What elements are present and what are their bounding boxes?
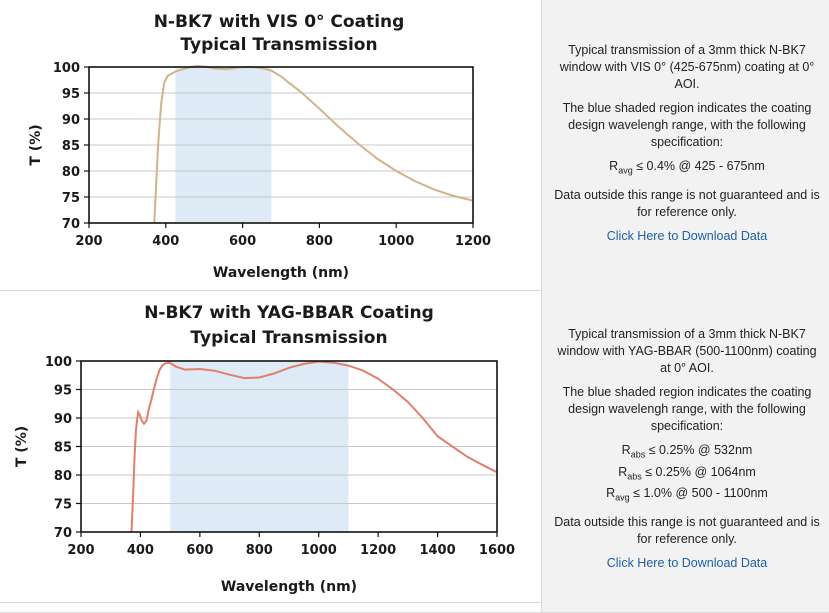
shade-note: The blue shaded region indicates the coa… bbox=[562, 385, 812, 433]
x-tick-label: 400 bbox=[152, 234, 179, 249]
download-data-link[interactable]: Click Here to Download Data bbox=[606, 228, 768, 243]
y-tick-label: 90 bbox=[54, 412, 72, 427]
x-axis-label: Wavelength (nm) bbox=[213, 265, 349, 281]
product-row-yag-bbar: N-BK7 with YAG-BBAR Coating Typical Trans… bbox=[0, 290, 829, 603]
description-text: Typical transmission of a 3mm thick N-BK… bbox=[552, 42, 822, 252]
x-tick-label: 1600 bbox=[479, 543, 515, 558]
product-row-vis0: N-BK7 with VIS 0° Coating Typical Transmi… bbox=[0, 0, 829, 291]
chart-title: N-BK7 with VIS 0° Coating bbox=[154, 12, 405, 32]
transmission-line bbox=[130, 360, 497, 532]
chart-title: N-BK7 with YAG-BBAR Coating bbox=[144, 303, 434, 323]
x-tick-label: 600 bbox=[229, 234, 256, 249]
description-cell: Typical transmission of a 3mm thick N-BK… bbox=[542, 0, 829, 290]
spec-line: Rabs ≤ 0.25% @ 1064nm bbox=[618, 464, 756, 482]
y-axis-label: T (%) bbox=[28, 124, 44, 165]
spec-list: Ravg ≤ 0.4% @ 425 - 675nm bbox=[552, 158, 822, 180]
y-tick-label: 80 bbox=[54, 469, 72, 484]
y-tick-label: 70 bbox=[54, 526, 72, 541]
spec-line: Rabs ≤ 0.25% @ 532nm bbox=[621, 443, 753, 460]
x-tick-label: 800 bbox=[306, 234, 333, 249]
x-tick-label: 200 bbox=[67, 543, 94, 558]
y-tick-label: 95 bbox=[54, 384, 72, 399]
disclaimer: Data outside this range is not guarantee… bbox=[554, 187, 820, 219]
x-tick-label: 200 bbox=[75, 234, 102, 249]
x-tick-label: 600 bbox=[186, 543, 213, 558]
x-tick-label: 800 bbox=[246, 543, 273, 558]
description-intro: Typical transmission of a 3mm thick N-BK… bbox=[557, 327, 817, 375]
x-tick-label: 400 bbox=[127, 543, 154, 558]
spec-line: Ravg ≤ 1.0% @ 500 - 1100nm bbox=[606, 486, 768, 503]
x-tick-label: 1200 bbox=[360, 543, 396, 558]
download-data-link[interactable]: Click Here to Download Data bbox=[606, 555, 768, 570]
description-cell: Typical transmission of a 3mm thick N-BK… bbox=[542, 290, 829, 602]
chart-subtitle: Typical Transmission bbox=[180, 35, 377, 55]
x-tick-label: 1400 bbox=[419, 543, 455, 558]
description-intro: Typical transmission of a 3mm thick N-BK… bbox=[559, 43, 815, 91]
chart-cell bbox=[0, 602, 542, 612]
y-tick-label: 80 bbox=[62, 165, 80, 180]
chart-subtitle: Typical Transmission bbox=[190, 328, 387, 348]
disclaimer: Data outside this range is not guarantee… bbox=[554, 514, 820, 546]
spec-list: Rabs ≤ 0.25% @ 532nm Rabs ≤ 0.25% @ 1064… bbox=[552, 442, 822, 507]
description-text: Typical transmission of a 3mm thick N-BK… bbox=[552, 326, 822, 579]
x-tick-label: 1000 bbox=[378, 234, 414, 249]
x-tick-label: 1200 bbox=[455, 234, 491, 249]
y-tick-label: 95 bbox=[62, 87, 80, 102]
y-tick-label: 100 bbox=[45, 355, 72, 370]
transmission-chart-yag-bbar: N-BK7 with YAG-BBAR Coating Typical Trans… bbox=[14, 303, 515, 595]
y-tick-label: 70 bbox=[62, 217, 80, 232]
y-tick-label: 90 bbox=[62, 113, 80, 128]
next-product-row bbox=[0, 602, 829, 613]
y-tick-label: 85 bbox=[54, 441, 72, 456]
y-tick-label: 100 bbox=[53, 61, 80, 76]
chart-cell: N-BK7 with VIS 0° Coating Typical Transmi… bbox=[0, 0, 542, 290]
shade-note: The blue shaded region indicates the coa… bbox=[562, 101, 812, 149]
x-tick-label: 1000 bbox=[301, 543, 337, 558]
x-axis-label: Wavelength (nm) bbox=[221, 579, 357, 595]
spec-line: Ravg ≤ 0.4% @ 425 - 675nm bbox=[609, 159, 765, 176]
transmission-chart-vis0: N-BK7 with VIS 0° Coating Typical Transmi… bbox=[28, 12, 491, 281]
y-tick-label: 85 bbox=[62, 139, 80, 154]
description-cell bbox=[542, 602, 829, 612]
y-tick-label: 75 bbox=[54, 498, 72, 513]
y-tick-label: 75 bbox=[62, 191, 80, 206]
chart-cell: N-BK7 with YAG-BBAR Coating Typical Trans… bbox=[0, 290, 542, 602]
y-axis-label: T (%) bbox=[14, 426, 30, 467]
